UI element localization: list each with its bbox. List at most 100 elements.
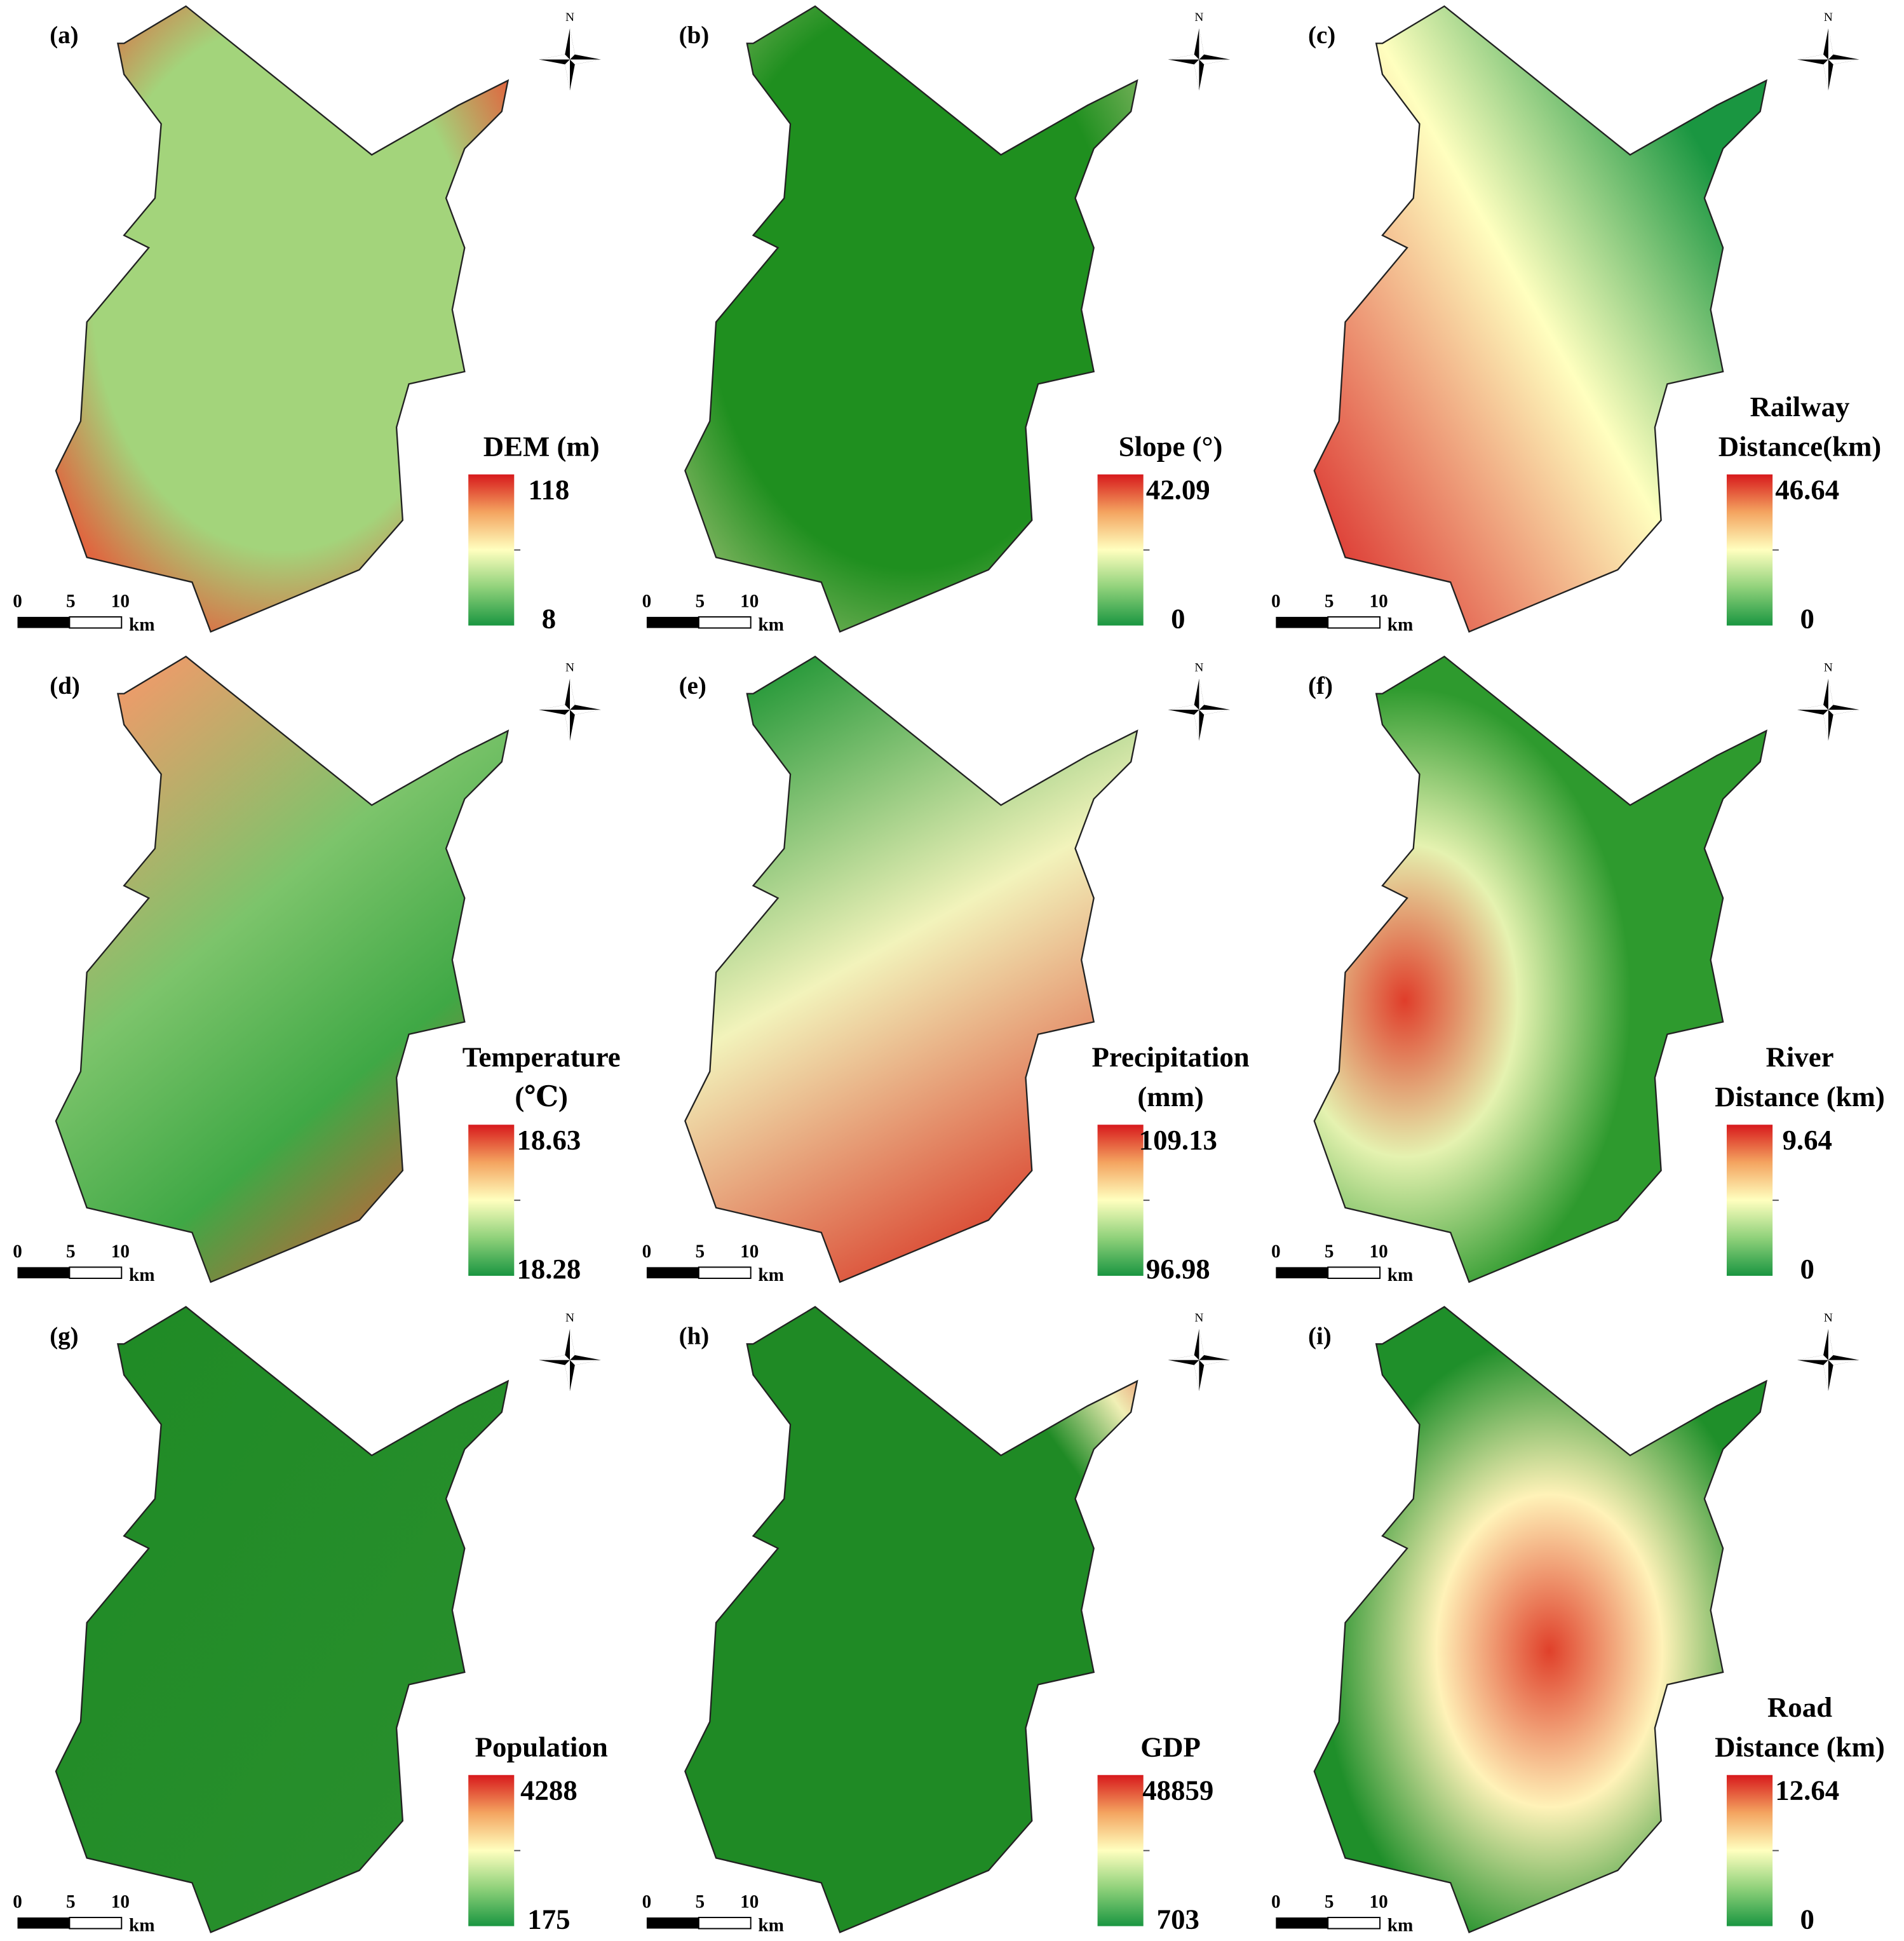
north-label: N [565,1311,574,1325]
scale-bar-white [1327,616,1381,629]
panel-label: (f) [1308,672,1333,700]
north-arrow: N [1797,11,1860,91]
scale-unit: km [758,1265,784,1285]
map-panel: (b) N Slope (°) 42.09 0 0 5 10 km [642,5,1231,635]
scale-bar-white [69,616,123,629]
north-arrow: N [1797,1311,1860,1391]
legend-title: (mm) [1137,1081,1204,1113]
north-arrow-inner [539,28,601,91]
color-ramp [1726,1775,1773,1926]
legend-title: Railway [1750,391,1850,423]
north-arrow-star [539,679,601,741]
scale-tick: 10 [740,1891,759,1912]
scale-tick: 5 [695,591,705,611]
north-label: N [565,661,574,675]
north-arrow-star [1797,679,1860,741]
scale-unit: km [1387,1265,1414,1285]
scale-bar-black [17,1917,70,1929]
legend-min: 0 [1800,1253,1814,1285]
county-map [684,1306,1138,1933]
color-ramp [1726,1125,1773,1276]
scale-unit: km [129,1265,155,1285]
scale-bar-white [1327,1266,1381,1279]
scale-bar-white [698,1916,752,1930]
map-panel: (g) N Population 4288 175 0 5 10 km [13,1306,608,1935]
map-panel: (f) N River Distance (km) 9.64 0 0 5 10 km [1271,655,1885,1285]
panel-label: (b) [679,22,710,49]
map-panel: (h) N GDP 48859 703 0 5 10 km [642,1306,1231,1935]
north-arrow-inner [1797,28,1860,91]
north-arrow-star [1168,679,1231,741]
county-map [55,1306,510,1933]
north-arrow-inner [1168,679,1231,741]
county-map [684,5,1138,633]
legend-max: 12.64 [1775,1775,1839,1806]
north-arrow-star [539,1329,601,1391]
north-arrow: N [1168,11,1231,91]
scale-unit: km [129,614,155,635]
scale-tick: 0 [13,1241,22,1262]
legend-min: 703 [1157,1904,1199,1935]
legend-min: 175 [527,1904,570,1935]
legend-title: Distance (km) [1715,1731,1885,1763]
scale-unit: km [758,614,784,635]
legend-max: 18.63 [517,1124,581,1156]
scale-bar-black [1276,1267,1328,1278]
scale-tick: 10 [740,591,759,611]
legend-title: DEM (m) [483,430,600,462]
legend-min: 0 [1800,602,1814,634]
scale-tick: 10 [111,591,130,611]
scale-bar-white [1327,1916,1381,1930]
scale-unit: km [129,1915,155,1935]
scale-tick: 10 [740,1241,759,1262]
legend-max: 46.64 [1775,474,1839,506]
legend-title: GDP [1140,1731,1201,1763]
county-map [55,655,510,1283]
north-arrow: N [1168,1311,1231,1391]
scale-unit: km [1387,614,1414,635]
scale-bar-black [17,616,70,628]
map-panel: (c) N Railway Distance(km) 46.64 0 0 5 10 km [1271,5,1881,635]
north-arrow-inner [1168,28,1231,91]
color-ramp [1726,474,1773,626]
color-ramp [468,474,515,626]
scale-tick: 0 [642,1891,652,1912]
legend-title: Temperature [462,1041,621,1073]
scale-bar-white [69,1916,123,1930]
scale-tick: 0 [1271,1891,1281,1912]
north-arrow-inner [539,1329,601,1391]
county-map [1313,1306,1767,1933]
map-panel: (d) N Temperature (℃) 18.63 18.28 0 5 10 km [13,655,621,1285]
north-arrow: N [1797,661,1860,741]
legend-title: Distance(km) [1718,430,1881,462]
scale-bar-black [1276,616,1328,628]
legend-min: 0 [1171,602,1185,634]
legend-title: Population [475,1731,608,1763]
scale-tick: 0 [1271,591,1281,611]
scale-tick: 5 [66,1891,76,1912]
legend-min: 8 [542,602,556,634]
map-panel: (e) N Precipitation (mm) 109.13 96.98 0 5 10 km [642,655,1250,1285]
scale-tick: 5 [695,1241,705,1262]
scale-bar-black [646,616,699,628]
legend-title: Precipitation [1092,1041,1250,1073]
north-arrow-star [1797,28,1860,91]
panel-label: (i) [1308,1322,1332,1349]
color-ramp [468,1775,515,1926]
north-arrow: N [1168,661,1231,741]
north-arrow: N [539,661,601,741]
scale-bar-black [17,1267,70,1278]
scale-tick: 5 [1325,1241,1334,1262]
map-panel: (a) N DEM (m) 118 8 0 5 10 km [13,5,601,635]
panel-label: (c) [1308,22,1335,49]
legend-max: 9.64 [1782,1124,1832,1156]
scale-tick: 10 [111,1891,130,1912]
legend-min: 18.28 [517,1253,581,1285]
legend-title: Road [1767,1691,1832,1723]
north-arrow: N [539,11,601,91]
north-arrow-star [1168,1329,1231,1391]
scale-tick: 0 [13,1891,22,1912]
scale-tick: 10 [111,1241,130,1262]
north-label: N [1824,11,1833,24]
